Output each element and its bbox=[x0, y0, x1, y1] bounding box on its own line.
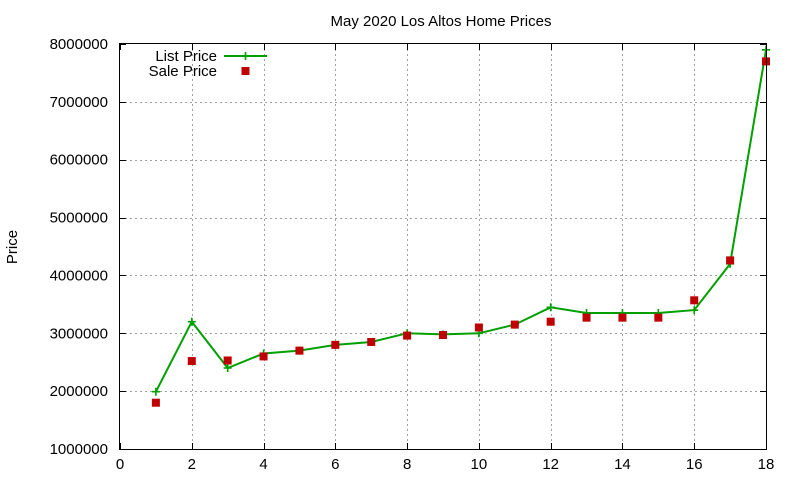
y-tick-label: 1000000 bbox=[50, 441, 108, 458]
sale-price-point bbox=[439, 331, 447, 340]
sale-price-point bbox=[331, 340, 340, 349]
y-tick-label: 6000000 bbox=[50, 152, 108, 169]
y-tick-label: 2000000 bbox=[50, 383, 108, 400]
list-price-point bbox=[223, 364, 232, 372]
sale-price-point bbox=[510, 320, 519, 329]
x-tick-label: 12 bbox=[542, 456, 559, 473]
sale-price-point bbox=[654, 313, 663, 322]
chart-title: May 2020 Los Altos Home Prices bbox=[331, 13, 552, 30]
x-tick-label: 2 bbox=[188, 456, 196, 473]
y-tick-label: 5000000 bbox=[50, 210, 108, 227]
sale-price-point bbox=[546, 317, 555, 326]
x-tick-label: 4 bbox=[259, 456, 267, 473]
legend-swatch-sale-price bbox=[241, 67, 250, 75]
series-layer bbox=[151, 45, 770, 407]
list-price-point bbox=[690, 306, 699, 315]
y-tick-label: 3000000 bbox=[50, 325, 108, 342]
legend-label-list-price: List Price bbox=[155, 48, 217, 65]
y-tick-label: 8000000 bbox=[50, 36, 108, 53]
sale-price-point bbox=[582, 313, 591, 322]
sale-price-point bbox=[403, 331, 412, 340]
legend-marker-list-price bbox=[241, 52, 250, 60]
legend: List Price Sale Price bbox=[149, 48, 267, 80]
sale-price-point bbox=[474, 323, 483, 332]
axis-ticks: 0 2 4 6 8 10 12 14 16 18 1000000 2000000 3000000 4000… bbox=[50, 36, 775, 473]
y-axis-label: Price bbox=[4, 230, 21, 264]
x-tick-label: 0 bbox=[116, 456, 124, 473]
list-price-line bbox=[155, 49, 767, 393]
y-tick-label: 7000000 bbox=[50, 94, 108, 111]
sale-price-point bbox=[618, 313, 627, 322]
y-tick-label: 4000000 bbox=[50, 267, 108, 284]
plot-frame bbox=[119, 43, 767, 450]
sale-price-point bbox=[223, 356, 232, 365]
x-tick-label: 16 bbox=[686, 456, 703, 473]
list-price-point bbox=[151, 387, 160, 396]
sale-price-point bbox=[295, 346, 304, 355]
sale-price-point bbox=[690, 296, 699, 305]
list-price-point bbox=[187, 317, 196, 326]
x-tick-label: 14 bbox=[614, 456, 631, 473]
sale-price-point bbox=[187, 357, 196, 366]
sale-price-point bbox=[151, 398, 160, 407]
sale-price-point bbox=[367, 337, 376, 346]
sale-price-point bbox=[726, 256, 735, 265]
x-tick-label: 6 bbox=[331, 456, 339, 473]
grid bbox=[120, 44, 766, 449]
x-tick-label: 8 bbox=[403, 456, 411, 473]
x-tick-label: 10 bbox=[471, 456, 488, 473]
sale-price-point bbox=[259, 352, 268, 361]
x-tick-label: 18 bbox=[758, 456, 775, 473]
list-price-point bbox=[546, 303, 555, 312]
legend-label-sale-price: Sale Price bbox=[149, 63, 217, 80]
